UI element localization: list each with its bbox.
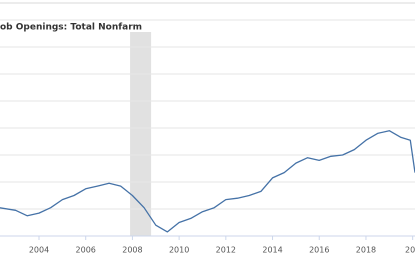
x-tick-label: 2004 bbox=[29, 246, 49, 255]
x-tick-label: 2018 bbox=[356, 246, 376, 255]
x-tick-label: 2008 bbox=[122, 246, 142, 255]
x-tick-label: 202 bbox=[405, 246, 415, 255]
recession-band bbox=[130, 32, 152, 236]
x-tick-label: 2012 bbox=[216, 246, 236, 255]
chart-title: ob Openings: Total Nonfarm bbox=[0, 23, 142, 33]
x-tick-label: 2010 bbox=[169, 246, 189, 255]
x-tick-label: 2014 bbox=[262, 246, 282, 255]
x-tick-label: 2006 bbox=[76, 246, 96, 255]
x-tick-label: 2016 bbox=[309, 246, 329, 255]
data-line bbox=[0, 130, 415, 233]
